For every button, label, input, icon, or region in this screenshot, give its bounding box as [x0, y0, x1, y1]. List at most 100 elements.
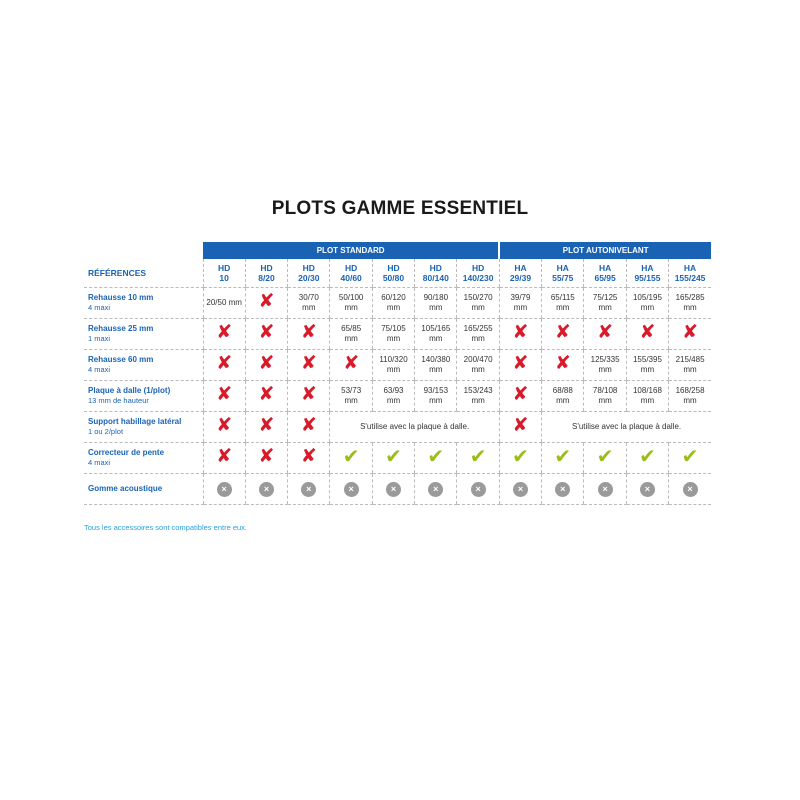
gray-x-circle-icon: × — [555, 481, 571, 497]
range-value: 165/255 mm — [463, 324, 493, 343]
gray-x-circle-icon: × — [428, 481, 444, 497]
gray-x-circle-icon: × — [216, 481, 232, 497]
range-value: 155/395 mm — [632, 355, 662, 374]
table-cell: 65/115 mm — [541, 287, 584, 319]
column-header: HD 20/30 — [287, 259, 330, 288]
cross-icon: ✘ — [554, 352, 571, 374]
range-value: 140/380 mm — [421, 355, 451, 374]
table-row: Correcteur de pente 4 maxi ✘ ✘ ✘ ✔ ✔ ✔ ✔ ✔ ✔ ✔ ✔ ✔ — [84, 442, 711, 474]
gray-x-circle-icon: × — [301, 481, 317, 497]
table-cell: ✘ — [668, 318, 711, 350]
table-cell: ✔ — [329, 442, 373, 474]
table-cell: ✘ — [498, 411, 542, 443]
cross-icon: ✘ — [216, 414, 233, 436]
check-icon: ✔ — [512, 443, 529, 468]
gray-x-circle-icon: × — [258, 481, 274, 497]
range-value: 125/335 mm — [590, 355, 620, 374]
range-value: 105/165 mm — [421, 324, 451, 343]
table-cell: 93/153 mm — [414, 380, 457, 412]
range-value: 150/270 mm — [463, 293, 493, 312]
column-header: HA 55/75 — [541, 259, 584, 288]
table-cell: 20/50 mm — [202, 287, 246, 319]
table-cell: ✘ — [287, 442, 330, 474]
check-icon: ✔ — [469, 443, 487, 468]
range-value: 75/125 mm — [592, 293, 618, 312]
column-size: 65/95 — [594, 273, 616, 283]
gray-x-circle-icon: × — [470, 481, 486, 497]
row-label: Rehausse 10 mm 4 maxi — [84, 287, 203, 319]
table-cell: 215/485 mm — [668, 349, 711, 381]
table-cell: ✘ — [244, 411, 288, 443]
table-cell: 110/320 mm — [371, 349, 415, 381]
table-cell: ✘ — [287, 318, 330, 350]
range-value: 65/85 mm — [341, 324, 362, 343]
table-cell: ✘ — [287, 411, 330, 443]
table-cell: 53/73 mm — [329, 380, 373, 412]
column-series: HA — [598, 263, 612, 273]
column-series: HD — [345, 263, 358, 273]
gray-x-circle-icon: × — [343, 481, 359, 497]
table-cell: 63/93 mm — [371, 380, 415, 412]
table-cell: × — [498, 473, 542, 505]
check-icon: ✔ — [342, 443, 360, 468]
column-series: HD — [218, 263, 231, 273]
table-row: Rehausse 25 mm 1 maxi ✘ ✘ ✘ 65/85 mm 75/105 mm… — [84, 318, 711, 350]
row-subtitle: 13 mm de hauteur — [88, 396, 149, 405]
table-cell: × — [244, 473, 288, 505]
column-size: 80/140 — [422, 273, 449, 283]
column-header: HA 95/155 — [625, 259, 669, 288]
row-title: Rehausse 10 mm — [88, 293, 154, 302]
column-header: HD 40/60 — [329, 259, 373, 288]
page-title: PLOTS GAMME ESSENTIEL — [271, 198, 529, 219]
table-cell: × — [414, 473, 457, 505]
column-size: 55/75 — [552, 273, 574, 283]
range-value: 30/70 mm — [298, 293, 319, 312]
gray-x-circle-icon: × — [385, 481, 401, 497]
table-cell: 140/380 mm — [414, 349, 457, 381]
group-header: PLOT STANDARD — [203, 242, 501, 259]
table-cell: ✘ — [202, 411, 246, 443]
check-icon: ✔ — [596, 443, 614, 468]
column-series: HA — [641, 263, 654, 273]
cross-icon: ✘ — [258, 383, 275, 405]
table-cell: 68/88 mm — [541, 380, 584, 412]
range-value: 78/108 mm — [592, 386, 618, 405]
cross-icon: ✘ — [300, 321, 317, 343]
column-size: 20/30 — [298, 273, 320, 283]
cross-icon: ✘ — [216, 445, 233, 467]
cross-icon: ✘ — [512, 352, 529, 374]
column-series: HD — [260, 263, 273, 273]
table-cell: ✘ — [202, 442, 246, 474]
table-cell: × — [329, 473, 373, 505]
column-size: 155/245 — [674, 273, 706, 283]
gray-x-circle-icon: × — [597, 481, 613, 497]
table-cell: × — [202, 473, 246, 505]
table-cell: 168/258 mm — [668, 380, 711, 412]
cross-icon: ✘ — [512, 414, 529, 436]
table-cell: ✘ — [244, 318, 288, 350]
range-value: 200/470 mm — [463, 355, 493, 374]
row-label: Support habillage latéral 1 ou 2/plot — [84, 411, 203, 443]
row-label: Correcteur de pente 4 maxi — [84, 442, 203, 474]
table-cell: 153/243 mm — [456, 380, 500, 412]
table-cell: ✔ — [541, 442, 584, 474]
table-cell: × — [583, 473, 627, 505]
check-icon: ✔ — [639, 443, 656, 468]
cross-icon: ✘ — [343, 352, 360, 374]
column-header: HA 155/245 — [668, 259, 711, 288]
table-cell: ✘ — [541, 349, 584, 381]
table-cell: ✔ — [625, 442, 669, 474]
column-series: HD — [387, 263, 400, 273]
table-cell: ✘ — [287, 349, 330, 381]
range-value: 75/105 mm — [381, 324, 406, 343]
table-cell: ✔ — [668, 442, 711, 474]
range-value: 110/320 mm — [379, 355, 408, 374]
cross-icon: ✘ — [300, 352, 317, 374]
row-title: Gomme acoustique — [88, 484, 163, 493]
column-series: HA — [556, 263, 569, 273]
table-cell: × — [668, 473, 711, 505]
table-cell: 108/168 mm — [625, 380, 669, 412]
range-value: 215/485 mm — [675, 355, 705, 374]
column-header: HA 65/95 — [583, 259, 627, 288]
row-subtitle: 1 maxi — [88, 334, 111, 343]
